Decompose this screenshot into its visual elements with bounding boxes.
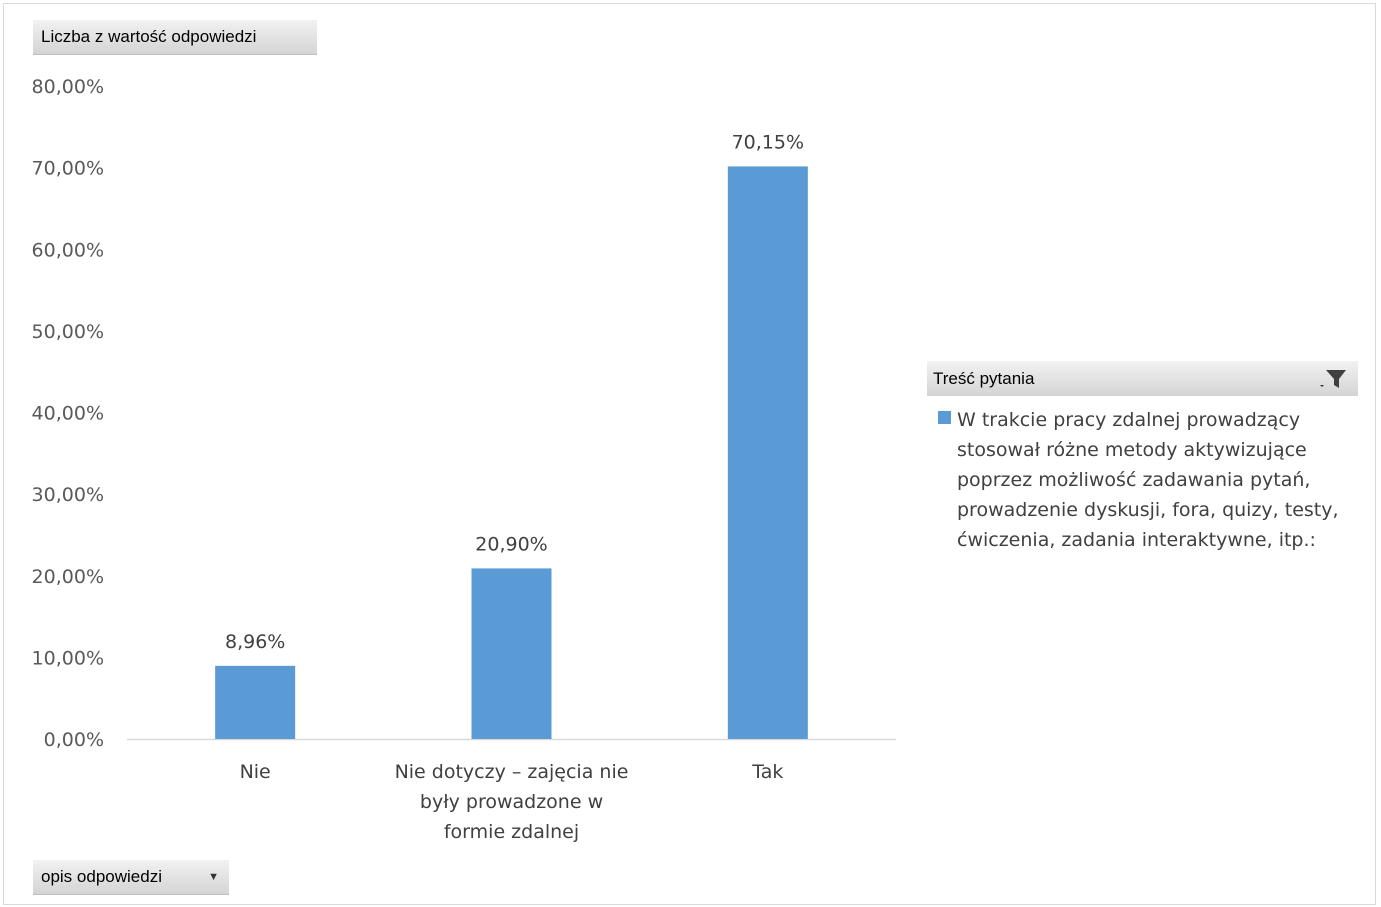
bar xyxy=(727,166,808,739)
legend-line: W trakcie pracy zdalnej prowadzący xyxy=(957,409,1301,431)
legend-line: prowadzenie dyskusji, fora, quizy, testy… xyxy=(957,499,1339,521)
legend-entry: W trakcie pracy zdalnej prowadzący stosow… xyxy=(938,405,1358,555)
legend-line: ćwiczenia, zadania interaktywne, itp.: xyxy=(957,529,1316,551)
y-tick-label: 0,00% xyxy=(44,729,104,751)
y-tick-label: 70,00% xyxy=(32,158,104,180)
legend-field-label: Treść pytania xyxy=(933,368,1035,388)
y-tick-label: 80,00% xyxy=(32,76,104,98)
x-tick-label: formie zdalnej xyxy=(444,821,579,843)
y-tick-label: 50,00% xyxy=(32,321,104,343)
y-tick-label: 10,00% xyxy=(32,647,104,669)
data-label: 8,96% xyxy=(225,631,285,653)
legend-text: W trakcie pracy zdalnej prowadzący stosow… xyxy=(957,405,1352,555)
bar xyxy=(471,568,552,739)
x-tick-label: Nie dotyczy – zajęcia nie xyxy=(395,761,629,783)
axis-field-button[interactable]: opis odpowiedzi ▼ xyxy=(33,860,229,895)
y-tick-label: 40,00% xyxy=(32,403,104,425)
legend-line: poprzez możliwość zadawania pytań, xyxy=(957,469,1311,491)
value-field-button[interactable]: Liczba z wartość odpowiedzi xyxy=(33,20,317,55)
data-label: 70,15% xyxy=(732,131,804,153)
y-tick-label: 30,00% xyxy=(32,484,104,506)
x-tick-label: Nie xyxy=(240,761,271,783)
filter-icon[interactable] xyxy=(1318,368,1348,390)
x-tick-label: były prowadzone w xyxy=(420,791,603,813)
x-tick-label: Tak xyxy=(751,761,783,783)
legend-field-button[interactable]: Treść pytania xyxy=(927,361,1358,396)
value-field-label: Liczba z wartość odpowiedzi xyxy=(41,27,257,46)
y-tick-label: 20,00% xyxy=(32,566,104,588)
legend-swatch xyxy=(938,411,951,424)
axis-field-label: opis odpowiedzi xyxy=(41,867,162,886)
dropdown-arrow-icon[interactable]: ▼ xyxy=(208,871,219,883)
y-tick-label: 60,00% xyxy=(32,239,104,261)
bar xyxy=(215,665,296,739)
legend-line: stosował różne metody aktywizujące xyxy=(957,439,1307,461)
data-label: 20,90% xyxy=(475,533,547,555)
chart-frame xyxy=(3,3,1376,905)
